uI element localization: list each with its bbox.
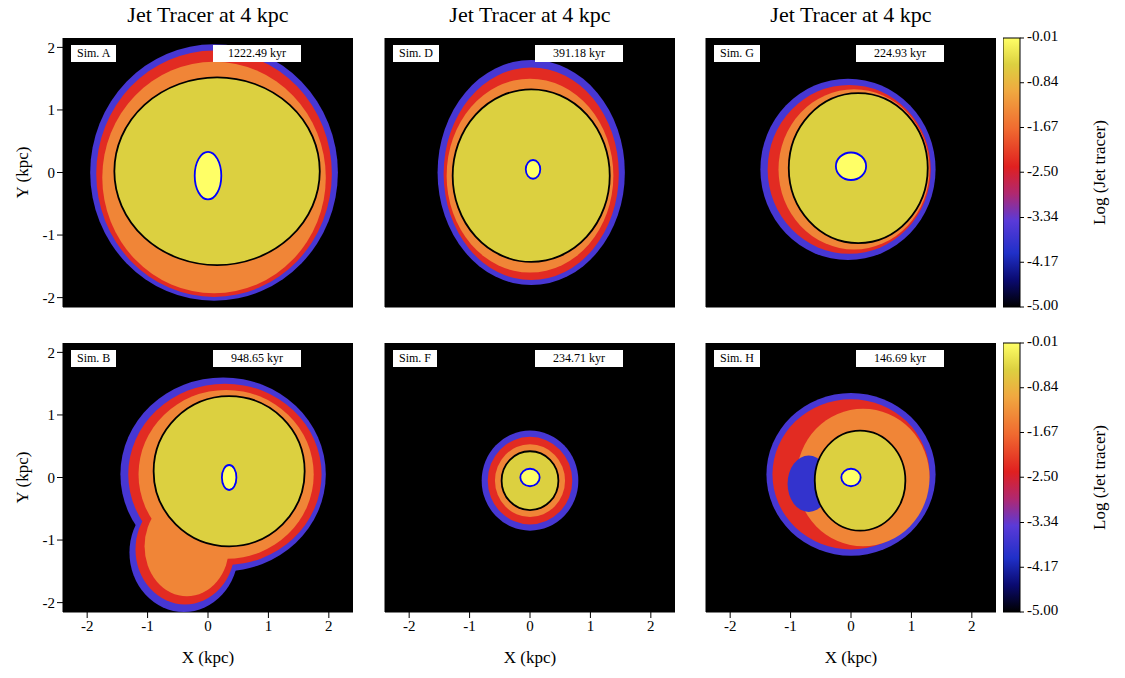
svg-text:2: 2 [325,618,333,634]
svg-text:X (kpc): X (kpc) [504,648,556,667]
svg-text:-1.67: -1.67 [1027,118,1059,134]
html-text:Jet Tracer at 4 kpc: Jet Tracer at 4 kpc [770,2,932,27]
svg-text:-2: -2 [724,618,737,634]
svg-text:0: 0 [204,618,212,634]
svg-text:Y (kpc): Y (kpc) [13,147,32,199]
svg-text:2: 2 [968,618,976,634]
html-text:Jet Tracer at 4 kpc: Jet Tracer at 4 kpc [449,2,611,27]
html-text:Sim. D: Sim. D [399,46,433,60]
svg-text:2: 2 [647,618,655,634]
svg-text:-2.50: -2.50 [1027,163,1058,179]
html-text:Sim. A: Sim. A [77,46,111,60]
html-text:948.65 kyr: 948.65 kyr [231,351,283,365]
html-text:146.69 kyr: 146.69 kyr [874,351,926,365]
svg-text:-0.01: -0.01 [1027,28,1058,44]
svg-text:X (kpc): X (kpc) [825,648,877,667]
html-text:224.93 kyr: 224.93 kyr [874,46,926,60]
svg-text:-1: -1 [43,532,56,548]
svg-text:-2.50: -2.50 [1027,468,1058,484]
html-text:Sim. H: Sim. H [720,351,754,365]
svg-text:-4.17: -4.17 [1027,253,1059,269]
svg-text:-5.00: -5.00 [1027,602,1058,618]
html-text:234.71 kyr: 234.71 kyr [553,351,605,365]
svg-text:-2: -2 [81,618,94,634]
svg-text:0: 0 [48,470,56,486]
svg-text:2: 2 [48,345,56,361]
svg-text:1: 1 [48,407,56,423]
html-text:Jet Tracer at 4 kpc: Jet Tracer at 4 kpc [127,2,289,27]
svg-text:-1: -1 [784,618,797,634]
svg-text:1: 1 [48,102,56,118]
svg-text:-0.84: -0.84 [1027,73,1059,89]
svg-text:0: 0 [526,618,534,634]
svg-text:-2: -2 [43,290,56,306]
html-text:Sim. B: Sim. B [77,351,111,365]
svg-text:0: 0 [48,165,56,181]
svg-text:-2: -2 [403,618,416,634]
svg-text:-1: -1 [463,618,476,634]
svg-text:Y (kpc): Y (kpc) [13,452,32,504]
svg-text:-5.00: -5.00 [1027,297,1058,313]
svg-text:-1.67: -1.67 [1027,423,1059,439]
svg-text:-0.01: -0.01 [1027,333,1058,349]
svg-text:-3.34: -3.34 [1027,513,1059,529]
svg-text:-4.17: -4.17 [1027,558,1059,574]
svg-text:Log (Jet tracer): Log (Jet tracer) [1090,425,1109,530]
svg-text:-1: -1 [141,618,154,634]
svg-text:-0.84: -0.84 [1027,378,1059,394]
html-text:1222.49 kyr: 1222.49 kyr [228,46,286,60]
svg-text:2: 2 [48,40,56,56]
svg-text:1: 1 [587,618,595,634]
html-text:Sim. F: Sim. F [399,351,431,365]
html-text:Sim. G: Sim. G [720,46,754,60]
svg-text:Log (Jet tracer): Log (Jet tracer) [1090,120,1109,225]
svg-text:-1: -1 [43,227,56,243]
svg-text:1: 1 [265,618,273,634]
svg-text:-2: -2 [43,595,56,611]
svg-text:0: 0 [847,618,855,634]
html-text:391.18 kyr: 391.18 kyr [553,46,605,60]
svg-text:X (kpc): X (kpc) [182,648,234,667]
svg-text:-3.34: -3.34 [1027,208,1059,224]
svg-text:1: 1 [908,618,916,634]
